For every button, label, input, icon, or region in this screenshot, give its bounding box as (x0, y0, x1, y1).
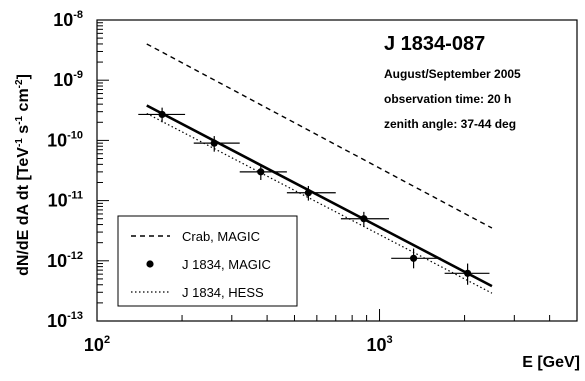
y-tick-label-base: 10 (47, 311, 67, 331)
j1834-magic-point (210, 139, 218, 147)
x-tick-label-base: 10 (84, 335, 104, 355)
legend-j1834-magic-symbol (146, 260, 154, 268)
j1834-magic-point (360, 215, 368, 223)
legend-label: Crab, MAGIC (182, 229, 260, 244)
crab-magic-line (146, 43, 493, 229)
j1834-magic-point (304, 189, 312, 197)
annotation-observation-time: observation time: 20 h (384, 92, 511, 106)
y-tick-label: 10-10 (47, 129, 83, 150)
y-axis-label-unit-cm: cm (15, 88, 32, 116)
y-tick-label: 10-11 (48, 190, 83, 211)
y-axis-label-unit-exp-3: -2 (14, 79, 25, 88)
x-tick-label-base: 10 (366, 335, 386, 355)
y-axis-label-main: dN/dE dA dt [TeV (15, 147, 32, 276)
y-axis-label-unit-s: s (15, 125, 32, 138)
y-axis-label: dN/dE dA dt [TeV-1 s-1 cm-2] (14, 74, 32, 276)
y-tick-label: 10-8 (53, 9, 83, 30)
y-tick-label: 10-12 (47, 250, 83, 271)
series-layer (138, 43, 493, 294)
y-tick-label-base: 10 (53, 70, 73, 90)
y-tick-label-exponent: -9 (73, 69, 83, 81)
legend-label: J 1834, HESS (182, 285, 264, 300)
legend-items: Crab, MAGIC J 1834, MAGIC J 1834, HESS (131, 229, 271, 300)
x-axis-label: E [GeV] (522, 354, 580, 371)
y-tick-label-base: 10 (47, 130, 67, 150)
y-tick-label-exponent: -10 (67, 129, 83, 141)
y-axis-label-unit-exp-1: -1 (14, 138, 25, 147)
y-tick-label-base: 10 (53, 10, 73, 30)
x-tick-label: 103 (366, 334, 392, 355)
legend-box (117, 215, 298, 307)
j1834-magic-point (409, 254, 418, 262)
y-tick-label-exponent: -11 (68, 190, 83, 202)
y-axis-label-unit-exp-2: -1 (14, 115, 25, 124)
j1834-magic-point (257, 168, 265, 176)
y-axis-label-close: ] (15, 74, 32, 79)
chart-title: J 1834-087 (384, 33, 485, 55)
x-tick-label: 102 (84, 334, 110, 355)
annotation-zenith-angle: zenith angle: 37-44 deg (384, 117, 516, 131)
y-tick-label-base: 10 (48, 191, 68, 211)
ticks-layer (96, 19, 578, 322)
x-tick-label-exponent: 2 (104, 334, 110, 346)
y-tick-label-exponent: -12 (67, 250, 83, 262)
j1834-magic-fit-line (146, 104, 493, 288)
j1834-magic-point (158, 110, 166, 119)
x-tick-label-exponent: 3 (386, 334, 392, 346)
y-tick-label: 10-9 (53, 69, 83, 90)
j1834-magic-point (464, 269, 472, 277)
legend: Crab, MAGIC J 1834, MAGIC J 1834, HESS (117, 215, 298, 307)
y-tick-label: 10-13 (47, 310, 83, 331)
y-tick-label-base: 10 (47, 251, 67, 271)
y-tick-label-exponent: -13 (67, 310, 83, 322)
annotation-date: August/September 2005 (384, 67, 521, 81)
legend-label: J 1834, MAGIC (182, 257, 271, 272)
y-tick-label-exponent: -8 (73, 9, 83, 21)
